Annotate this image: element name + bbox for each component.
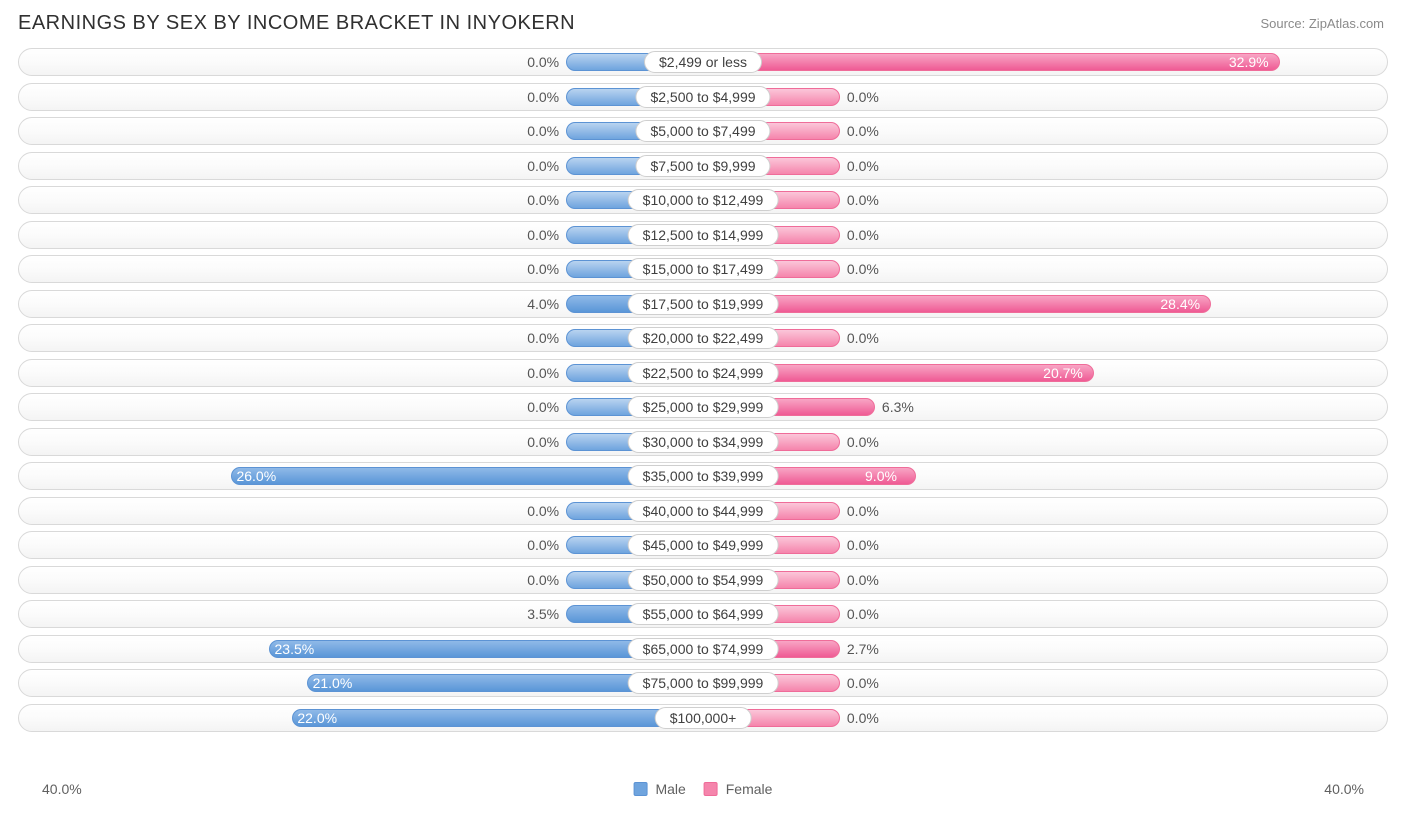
- female-value: 0.0%: [847, 330, 879, 346]
- male-value: 26.0%: [236, 468, 276, 484]
- bar-row: 0.0% 0.0% $12,500 to $14,999: [18, 221, 1388, 249]
- axis-right-label: 40.0%: [1324, 781, 1364, 797]
- bar-row: 0.0% 0.0% $5,000 to $7,499: [18, 117, 1388, 145]
- female-value: 0.0%: [847, 710, 879, 726]
- bar-row: 0.0% 0.0% $2,500 to $4,999: [18, 83, 1388, 111]
- bracket-label: $35,000 to $39,999: [628, 465, 779, 487]
- bracket-label: $65,000 to $74,999: [628, 638, 779, 660]
- legend-female: Female: [704, 781, 773, 797]
- bar-row: 0.0% 0.0% $45,000 to $49,999: [18, 531, 1388, 559]
- male-value: 4.0%: [527, 296, 559, 312]
- male-value: 3.5%: [527, 606, 559, 622]
- female-bar: [703, 295, 1211, 313]
- female-value: 0.0%: [847, 89, 879, 105]
- male-value: 0.0%: [527, 227, 559, 243]
- bracket-label: $2,499 or less: [644, 51, 762, 73]
- bracket-label: $45,000 to $49,999: [628, 534, 779, 556]
- bracket-label: $5,000 to $7,499: [635, 120, 770, 142]
- female-value: 0.0%: [847, 606, 879, 622]
- bar-row: 26.0% 9.0% $35,000 to $39,999: [18, 462, 1388, 490]
- bar-row: 0.0% 0.0% $15,000 to $17,499: [18, 255, 1388, 283]
- bar-row: 0.0% 0.0% $40,000 to $44,999: [18, 497, 1388, 525]
- male-value: 22.0%: [297, 710, 337, 726]
- axis-left-label: 40.0%: [42, 781, 82, 797]
- bar-row: 0.0% 0.0% $50,000 to $54,999: [18, 566, 1388, 594]
- bracket-label: $20,000 to $22,499: [628, 327, 779, 349]
- bar-row: 0.0% 0.0% $7,500 to $9,999: [18, 152, 1388, 180]
- bar-row: 0.0% 32.9% $2,499 or less: [18, 48, 1388, 76]
- legend-male-label: Male: [655, 781, 685, 797]
- female-value: 0.0%: [847, 123, 879, 139]
- male-value: 23.5%: [275, 641, 315, 657]
- bar-row: 23.5% 2.7% $65,000 to $74,999: [18, 635, 1388, 663]
- legend-female-label: Female: [726, 781, 773, 797]
- male-value: 0.0%: [527, 261, 559, 277]
- male-value: 0.0%: [527, 330, 559, 346]
- female-value: 28.4%: [1160, 296, 1200, 312]
- male-value: 0.0%: [527, 54, 559, 70]
- female-value: 6.3%: [882, 399, 914, 415]
- bracket-label: $50,000 to $54,999: [628, 569, 779, 591]
- male-value: 0.0%: [527, 399, 559, 415]
- female-swatch-icon: [704, 782, 718, 796]
- female-value: 0.0%: [847, 227, 879, 243]
- bracket-label: $25,000 to $29,999: [628, 396, 779, 418]
- male-value: 0.0%: [527, 572, 559, 588]
- bracket-label: $10,000 to $12,499: [628, 189, 779, 211]
- chart-title: EARNINGS BY SEX BY INCOME BRACKET IN INY…: [18, 12, 575, 35]
- bar-row: 0.0% 20.7% $22,500 to $24,999: [18, 359, 1388, 387]
- female-value: 0.0%: [847, 192, 879, 208]
- bracket-label: $100,000+: [655, 707, 752, 729]
- female-value: 0.0%: [847, 537, 879, 553]
- legend-male: Male: [634, 781, 686, 797]
- female-value: 20.7%: [1043, 365, 1083, 381]
- female-value: 32.9%: [1229, 54, 1269, 70]
- legend: Male Female: [634, 781, 773, 797]
- bracket-label: $75,000 to $99,999: [628, 672, 779, 694]
- bar-row: 21.0% 0.0% $75,000 to $99,999: [18, 669, 1388, 697]
- chart-footer: 40.0% Male Female 40.0%: [18, 781, 1388, 803]
- source-attribution: Source: ZipAtlas.com: [1260, 16, 1384, 31]
- bracket-label: $55,000 to $64,999: [628, 603, 779, 625]
- bracket-label: $40,000 to $44,999: [628, 500, 779, 522]
- bar-row: 0.0% 0.0% $30,000 to $34,999: [18, 428, 1388, 456]
- bar-row: 4.0% 28.4% $17,500 to $19,999: [18, 290, 1388, 318]
- bracket-label: $17,500 to $19,999: [628, 293, 779, 315]
- bar-row: 0.0% 0.0% $20,000 to $22,499: [18, 324, 1388, 352]
- bracket-label: $7,500 to $9,999: [635, 155, 770, 177]
- male-bar: [292, 709, 703, 727]
- female-value: 0.0%: [847, 675, 879, 691]
- bar-row: 0.0% 6.3% $25,000 to $29,999: [18, 393, 1388, 421]
- bracket-label: $15,000 to $17,499: [628, 258, 779, 280]
- female-value: 2.7%: [847, 641, 879, 657]
- female-value: 0.0%: [847, 572, 879, 588]
- bracket-label: $2,500 to $4,999: [635, 86, 770, 108]
- male-value: 21.0%: [313, 675, 353, 691]
- bar-row: 0.0% 0.0% $10,000 to $12,499: [18, 186, 1388, 214]
- male-swatch-icon: [634, 782, 648, 796]
- bar-row: 3.5% 0.0% $55,000 to $64,999: [18, 600, 1388, 628]
- male-value: 0.0%: [527, 365, 559, 381]
- male-value: 0.0%: [527, 537, 559, 553]
- female-value: 0.0%: [847, 503, 879, 519]
- bracket-label: $22,500 to $24,999: [628, 362, 779, 384]
- bar-row: 22.0% 0.0% $100,000+: [18, 704, 1388, 732]
- male-value: 0.0%: [527, 158, 559, 174]
- male-value: 0.0%: [527, 192, 559, 208]
- bracket-label: $12,500 to $14,999: [628, 224, 779, 246]
- female-value: 0.0%: [847, 261, 879, 277]
- bracket-label: $30,000 to $34,999: [628, 431, 779, 453]
- male-value: 0.0%: [527, 434, 559, 450]
- female-value: 0.0%: [847, 434, 879, 450]
- female-bar: [703, 53, 1280, 71]
- male-value: 0.0%: [527, 503, 559, 519]
- female-value: 0.0%: [847, 158, 879, 174]
- chart-area: 0.0% 32.9% $2,499 or less 0.0% 0.0% $2,500 to…: [18, 48, 1388, 775]
- male-value: 0.0%: [527, 89, 559, 105]
- male-value: 0.0%: [527, 123, 559, 139]
- female-value: 9.0%: [865, 468, 897, 484]
